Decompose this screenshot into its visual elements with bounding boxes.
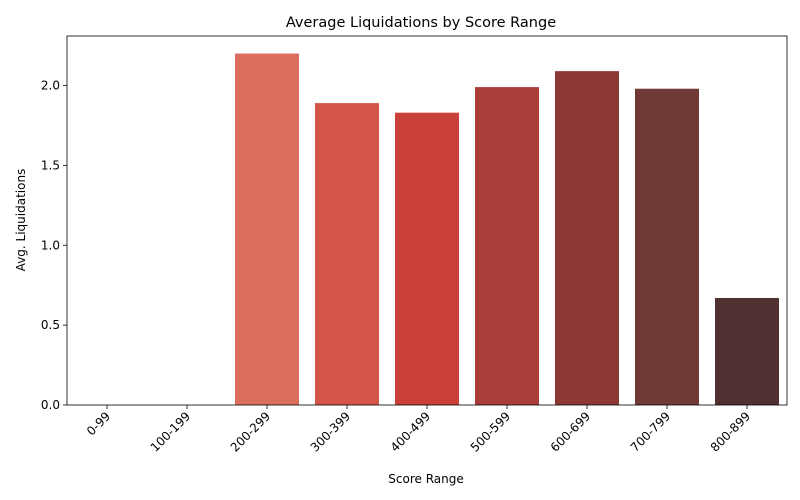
bar-700-799 <box>635 88 699 405</box>
bar-500-599 <box>475 87 539 405</box>
y-tick-label: 2.0 <box>41 79 60 93</box>
y-tick-label: 0.0 <box>41 398 60 412</box>
x-tick-label: 600-699 <box>548 409 593 454</box>
bar-600-699 <box>555 71 619 406</box>
bar-800-899 <box>715 297 779 405</box>
x-tick-label: 100-199 <box>148 409 193 454</box>
y-axis: 0.0 0.5 1.0 1.5 2.0 <box>41 79 67 412</box>
y-tick-label: 0.5 <box>41 318 60 332</box>
x-tick-label: 0-99 <box>84 409 113 438</box>
y-tick-label: 1.0 <box>41 238 60 252</box>
y-tick-label: 1.5 <box>41 158 60 172</box>
x-axis-label: Score Range <box>388 472 463 486</box>
y-axis-label: Avg. Liquidations <box>14 169 28 272</box>
bar-400-499 <box>395 112 459 405</box>
bar-200-299 <box>235 53 299 405</box>
x-tick-label: 300-399 <box>308 409 353 454</box>
x-tick-label: 500-599 <box>468 409 513 454</box>
bars-group <box>235 53 779 406</box>
plot-frame <box>66 35 788 406</box>
x-axis: 0-99 100-199 200-299 300-399 400-499 500-599 6… <box>84 405 753 455</box>
chart-title: Average Liquidations by Score Range <box>286 15 556 31</box>
x-tick-label: 400-499 <box>388 409 433 454</box>
x-tick-label: 700-799 <box>628 409 673 454</box>
x-tick-label: 800-899 <box>708 409 753 454</box>
x-tick-label: 200-299 <box>228 409 273 454</box>
bar-300-399 <box>315 103 379 405</box>
